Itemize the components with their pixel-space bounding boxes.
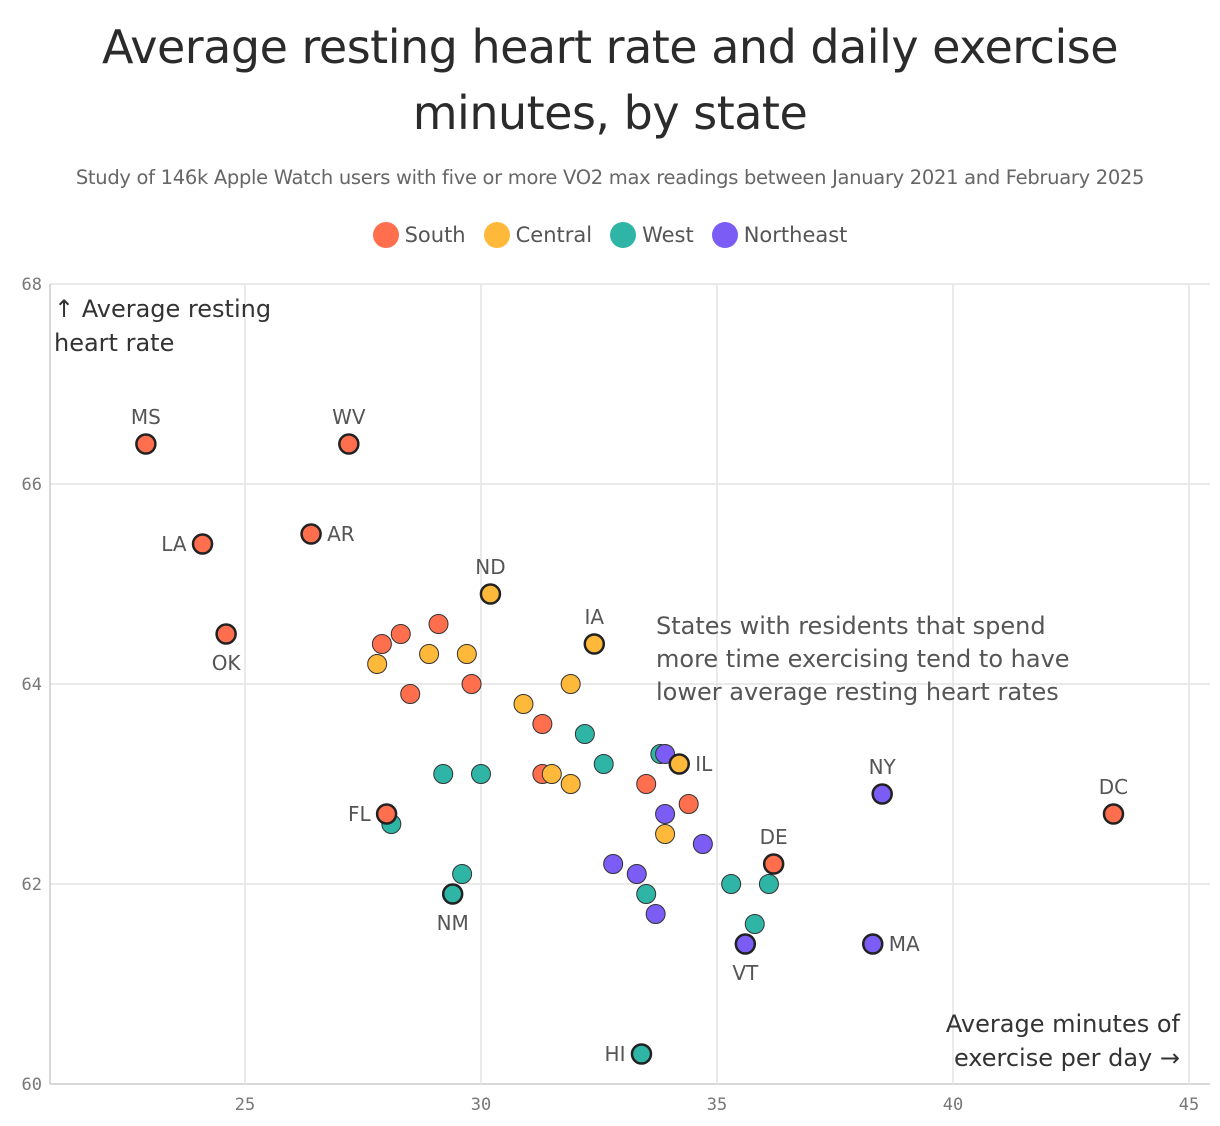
data-point-de bbox=[762, 853, 785, 875]
point-label-fl: FL bbox=[348, 802, 372, 826]
data-point-nm bbox=[441, 883, 464, 905]
x-tick-label: 25 bbox=[235, 1095, 255, 1115]
point-label-ms: MS bbox=[131, 405, 161, 429]
x-axis-title: exercise per day → bbox=[954, 1044, 1180, 1072]
legend-item-south: South bbox=[372, 222, 466, 248]
legend-label: Northeast bbox=[743, 223, 848, 247]
data-point-west bbox=[744, 914, 765, 934]
data-point-il bbox=[668, 753, 690, 775]
annotation-text: lower average resting heart rates bbox=[656, 678, 1059, 706]
point-label-ar: AR bbox=[327, 522, 355, 546]
point-label-ia: IA bbox=[584, 605, 604, 629]
data-point-south bbox=[371, 634, 392, 654]
legend-label: Central bbox=[515, 223, 593, 247]
data-point-west bbox=[433, 764, 454, 784]
data-point-central bbox=[560, 674, 581, 694]
x-axis-title: Average minutes of bbox=[946, 1010, 1181, 1038]
data-point-hi bbox=[630, 1043, 653, 1065]
point-label-de: DE bbox=[760, 825, 788, 849]
legend-swatch-south bbox=[372, 222, 399, 248]
y-tick-label: 64 bbox=[22, 675, 42, 695]
data-point-nd bbox=[479, 583, 502, 605]
data-point-dc bbox=[1102, 803, 1125, 825]
data-point-northeast bbox=[692, 834, 713, 854]
data-point-northeast bbox=[655, 804, 676, 824]
point-label-ma: MA bbox=[889, 932, 920, 956]
data-point-vt bbox=[734, 933, 757, 955]
data-point-central bbox=[513, 694, 534, 714]
data-point-south bbox=[678, 794, 699, 814]
data-point-west bbox=[452, 864, 473, 884]
y-tick-label: 60 bbox=[22, 1075, 42, 1095]
x-tick-label: 30 bbox=[471, 1095, 491, 1115]
data-point-northeast bbox=[603, 854, 624, 874]
data-point-south bbox=[390, 624, 411, 644]
legend-swatch-northeast bbox=[711, 222, 738, 248]
data-point-south bbox=[400, 684, 421, 704]
y-axis-title: heart rate bbox=[54, 329, 174, 357]
legend-item-northeast: Northeast bbox=[711, 222, 848, 248]
point-label-ny: NY bbox=[869, 755, 897, 779]
x-tick-label: 35 bbox=[707, 1095, 727, 1115]
data-point-south bbox=[461, 674, 482, 694]
data-point-wv bbox=[338, 433, 360, 455]
x-tick-label: 40 bbox=[943, 1095, 963, 1115]
point-label-vt: VT bbox=[732, 961, 759, 985]
annotation-text: more time exercising tend to have bbox=[656, 645, 1070, 673]
data-point-central bbox=[419, 644, 440, 664]
y-tick-label: 62 bbox=[22, 875, 42, 895]
data-point-west bbox=[593, 754, 614, 774]
data-point-west bbox=[758, 874, 779, 894]
data-point-ok bbox=[215, 623, 237, 645]
data-point-ms bbox=[135, 433, 157, 455]
legend-label: West bbox=[642, 223, 694, 247]
chart-subtitle: Study of 146k Apple Watch users with fiv… bbox=[75, 166, 1145, 189]
x-tick-label: 45 bbox=[1179, 1095, 1199, 1115]
data-point-ar bbox=[300, 523, 322, 545]
legend-swatch-central bbox=[483, 222, 510, 248]
data-point-south bbox=[428, 614, 449, 634]
legend-item-central: Central bbox=[483, 222, 593, 248]
data-point-northeast bbox=[626, 864, 647, 884]
data-point-ia bbox=[583, 633, 606, 655]
data-point-west bbox=[636, 884, 657, 904]
data-point-central bbox=[655, 824, 676, 844]
point-label-nd: ND bbox=[475, 555, 505, 579]
point-label-la: LA bbox=[161, 532, 187, 556]
point-label-nm: NM bbox=[437, 911, 469, 935]
point-label-dc: DC bbox=[1099, 775, 1128, 799]
data-point-south bbox=[532, 714, 553, 734]
data-point-northeast bbox=[655, 744, 676, 764]
y-tick-label: 68 bbox=[22, 275, 42, 295]
legend-label: South bbox=[404, 223, 466, 247]
data-point-ny bbox=[871, 783, 893, 805]
point-label-hi: HI bbox=[605, 1042, 626, 1066]
data-point-la bbox=[191, 533, 214, 555]
data-point-central bbox=[367, 654, 388, 674]
point-label-wv: WV bbox=[332, 405, 366, 429]
data-point-west bbox=[471, 764, 491, 784]
chart-title: Average resting heart rate and daily exe… bbox=[101, 20, 1119, 140]
legend-swatch-west bbox=[610, 222, 637, 248]
data-point-fl bbox=[375, 803, 398, 825]
y-tick-label: 66 bbox=[22, 475, 42, 495]
data-point-west bbox=[574, 724, 595, 744]
point-label-il: IL bbox=[695, 752, 713, 776]
data-point-central bbox=[456, 644, 477, 664]
y-axis-title: ↑ Average resting bbox=[54, 295, 271, 323]
point-label-ok: OK bbox=[212, 651, 242, 675]
data-point-northeast bbox=[645, 904, 666, 924]
data-point-central bbox=[560, 774, 581, 794]
data-point-west bbox=[721, 874, 742, 894]
data-point-central bbox=[541, 764, 562, 784]
legend-item-west: West bbox=[610, 222, 694, 248]
data-point-ma bbox=[862, 933, 884, 955]
annotation-text: States with residents that spend bbox=[656, 612, 1046, 640]
legend: South Central West Northeast bbox=[0, 222, 1220, 248]
data-point-south bbox=[636, 774, 657, 794]
